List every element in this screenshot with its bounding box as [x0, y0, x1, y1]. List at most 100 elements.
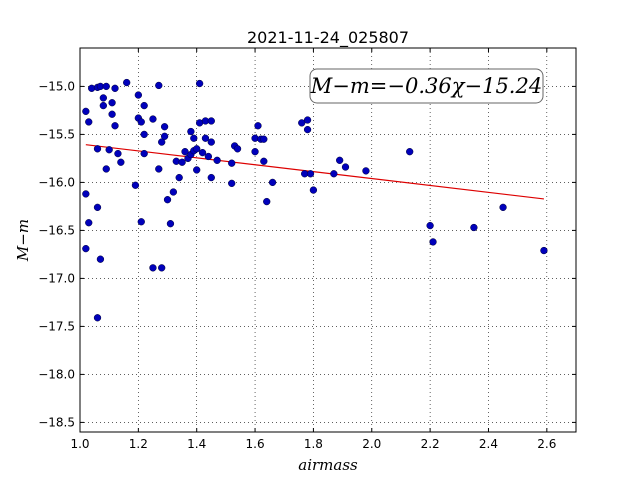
data-point: [233, 145, 242, 153]
data-point: [470, 223, 478, 232]
data-point: [228, 159, 236, 167]
data-point: [102, 165, 110, 173]
data-point: [426, 221, 434, 230]
x-tick-label: 1.6: [246, 437, 265, 451]
data-point: [336, 156, 344, 164]
data-point: [111, 122, 119, 130]
data-point: [204, 152, 213, 161]
data-point: [207, 138, 215, 146]
data-point: [105, 146, 113, 154]
data-point: [114, 149, 122, 158]
data-point: [93, 314, 102, 322]
y-tick-label: −16.0: [38, 175, 75, 189]
data-point: [160, 132, 169, 140]
data-point: [499, 203, 507, 212]
x-tick-label: 1.8: [304, 437, 323, 451]
y-tick-label: −15.0: [38, 79, 75, 93]
annotation-box: [309, 68, 544, 104]
y-tick-label: −15.5: [38, 127, 75, 141]
data-point: [303, 125, 312, 134]
data-point: [195, 79, 204, 88]
data-point: [93, 203, 102, 212]
data-point: [268, 178, 277, 187]
y-tick-label: −16.5: [38, 223, 75, 237]
data-point: [263, 197, 271, 206]
data-point: [260, 135, 268, 143]
chart-title: 2021-11-24_025807: [247, 28, 409, 48]
x-tick-label: 1.2: [129, 437, 148, 451]
data-point: [330, 170, 338, 178]
data-point: [99, 101, 107, 110]
data-point: [193, 166, 201, 174]
data-point: [362, 167, 370, 175]
data-point: [93, 145, 102, 153]
data-point: [213, 156, 221, 164]
data-point: [181, 148, 189, 156]
data-points: [82, 78, 548, 322]
y-tick-label: −17.5: [38, 319, 75, 333]
data-point: [155, 81, 163, 90]
data-point: [137, 118, 145, 126]
data-point: [175, 173, 183, 182]
data-point: [169, 188, 178, 196]
data-point: [201, 134, 210, 142]
x-axis-label: airmass: [298, 456, 358, 474]
data-point: [111, 84, 119, 92]
fit-line-group: [85, 144, 544, 200]
data-point: [131, 181, 140, 189]
data-point: [207, 173, 215, 182]
data-point: [309, 186, 318, 194]
plot-frame: [79, 47, 577, 433]
data-point: [140, 130, 148, 139]
y-tick-label: −18.0: [38, 367, 75, 381]
data-point: [117, 158, 125, 166]
data-point: [158, 264, 166, 272]
data-point: [160, 123, 169, 131]
data-point: [190, 134, 198, 142]
data-point: [228, 179, 236, 188]
data-point: [140, 101, 148, 110]
data-point: [260, 157, 268, 165]
data-point: [341, 163, 350, 171]
data-point: [193, 145, 201, 153]
x-tick-label: 1.4: [187, 437, 206, 451]
data-point: [85, 219, 93, 227]
data-point: [134, 91, 143, 99]
data-point: [540, 246, 548, 255]
data-point: [306, 170, 315, 178]
data-point: [140, 149, 148, 158]
data-point: [429, 238, 437, 246]
y-tick-label: −17.0: [38, 271, 75, 285]
data-point: [108, 110, 116, 118]
data-point: [85, 118, 93, 126]
data-point: [155, 165, 163, 173]
data-point: [303, 116, 312, 124]
data-point: [123, 78, 131, 87]
y-axis-label: M−m: [14, 219, 32, 262]
data-point: [108, 99, 116, 107]
axis-ticks: 1.0 1.2 1.4 1.6 1.8 2.0 2.2 2.4 2.6 −15.0 −15.5 −16…: [38, 48, 576, 451]
x-tick-label: 1.0: [70, 437, 89, 451]
fit-equation-annotation: M−m=−0.36χ−15.24: [310, 74, 542, 98]
data-point: [207, 117, 215, 125]
x-tick-label: 2.6: [537, 437, 556, 451]
data-point: [149, 115, 157, 123]
data-point: [406, 148, 414, 156]
fit-line: [85, 144, 544, 200]
x-tick-label: 2.2: [421, 437, 440, 451]
data-point: [82, 107, 90, 116]
data-point: [82, 244, 90, 253]
x-tick-label: 2.4: [479, 437, 498, 451]
plot-area: [80, 48, 576, 432]
data-point: [198, 148, 207, 157]
data-point: [96, 255, 105, 263]
data-point: [178, 158, 186, 166]
data-point: [102, 82, 110, 91]
data-point: [137, 218, 145, 226]
data-point: [149, 264, 157, 272]
data-point: [158, 138, 166, 146]
data-point: [251, 148, 259, 156]
y-tick-label: −18.5: [38, 415, 75, 429]
